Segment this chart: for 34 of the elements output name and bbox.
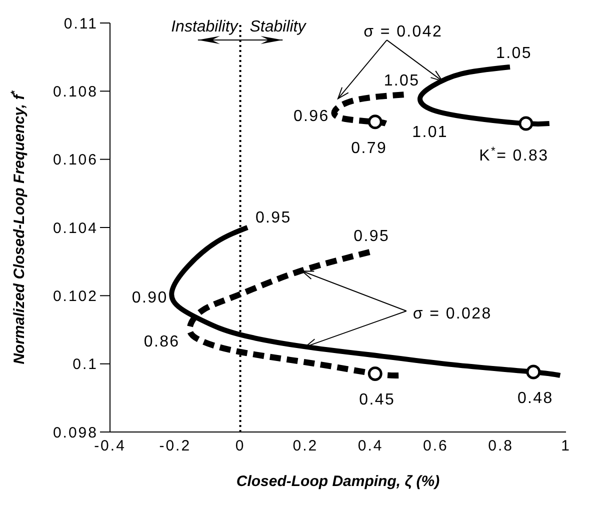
annotation: σ = 0.042 <box>364 24 443 41</box>
annotation: 1.05 <box>384 72 420 90</box>
y-tick-label: 0.1 <box>72 356 98 374</box>
x-tick-label: 0 <box>235 438 246 455</box>
point <box>526 364 541 380</box>
annotation: 0.95 <box>255 210 292 226</box>
x-tick-label: -0.2 <box>159 438 192 455</box>
annotation: K$^{*}$= 0.83 <box>479 146 549 165</box>
annotation: Stability <box>250 18 307 36</box>
x-tick-label: 0.8 <box>488 438 514 455</box>
annotation: σ = 0.028 <box>412 305 492 322</box>
annotation: 0.48 <box>517 390 554 408</box>
x-tick-label: 1 <box>561 438 571 455</box>
point <box>368 114 382 130</box>
annotation: 0.79 <box>351 140 388 157</box>
point <box>518 116 534 131</box>
annotation: 1.01 <box>412 124 448 141</box>
annotation: 0.96 <box>293 108 330 125</box>
x-tick-label: 0.6 <box>423 438 448 455</box>
y-tick-label: 0.11 <box>64 15 98 32</box>
y-tick-label: 0.104 <box>52 220 98 237</box>
annotation: Instability <box>171 18 239 36</box>
annotation: 0.45 <box>359 392 396 409</box>
annotation: 0.90 <box>132 290 168 307</box>
x-axis-title: Closed-Loop Damping, ζ (%) <box>236 473 440 490</box>
point <box>368 366 382 381</box>
annotation: 1.05 <box>496 44 532 62</box>
annotation: 0.86 <box>144 334 180 351</box>
y-tick-label: 0.102 <box>52 288 98 305</box>
y-tick-label: 0.106 <box>52 152 98 169</box>
x-tick-label: 0.4 <box>358 438 384 455</box>
y-tick-label: 0.108 <box>52 83 98 100</box>
x-tick-label: 0.2 <box>292 438 318 455</box>
annotation: 0.95 <box>354 228 390 246</box>
